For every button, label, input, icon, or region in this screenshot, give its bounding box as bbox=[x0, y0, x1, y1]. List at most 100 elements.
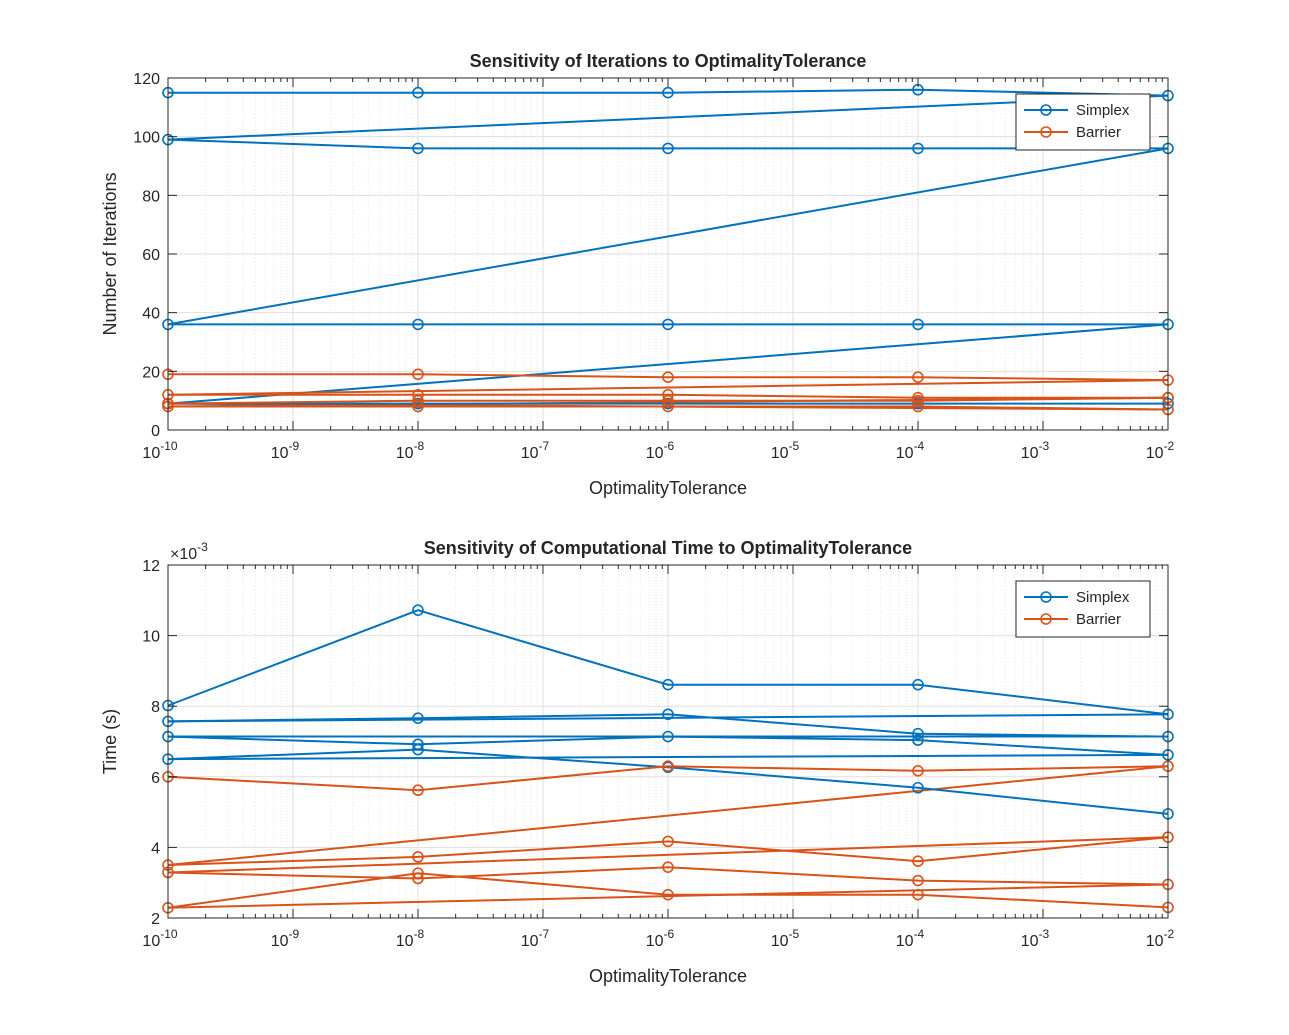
series-line-simplex bbox=[167, 609, 1169, 716]
data-point-simplex bbox=[912, 142, 924, 155]
legend-box bbox=[1015, 580, 1151, 638]
data-layer bbox=[162, 604, 1174, 914]
chart-panel: 10-10 10-9 10-8 10-7 10-6 10-5 10-4 10-3 10-2 2 4 6… bbox=[100, 538, 1175, 986]
data-point-barrier bbox=[912, 888, 924, 901]
data-point-barrier bbox=[412, 784, 424, 797]
series-line-barrier bbox=[167, 866, 1169, 886]
x-tick-label: 10-5 bbox=[771, 439, 800, 462]
y-axis-label: Time (s) bbox=[100, 709, 120, 774]
y-tick-label: 20 bbox=[142, 364, 160, 381]
series-line-barrier bbox=[167, 765, 1169, 792]
series-line-simplex bbox=[167, 138, 1168, 150]
legend-marker-simplex bbox=[1040, 104, 1052, 116]
data-point-simplex bbox=[662, 730, 674, 743]
data-point-simplex bbox=[412, 604, 424, 616]
series-line-simplex bbox=[167, 748, 1169, 815]
legend-label-simplex: Simplex bbox=[1076, 589, 1130, 606]
y-tick-label: 4 bbox=[151, 840, 160, 857]
legend: Simplex Barrier bbox=[1015, 93, 1151, 151]
y-tick-label: 100 bbox=[133, 130, 160, 147]
y-tick-label: 2 bbox=[151, 911, 160, 928]
x-tick-label: 10-4 bbox=[896, 927, 925, 950]
y-axis-label: Number of Iterations bbox=[100, 172, 120, 335]
legend: Simplex Barrier bbox=[1015, 580, 1151, 638]
data-point-barrier bbox=[912, 371, 924, 384]
data-point-simplex bbox=[412, 86, 424, 99]
series-line-barrier bbox=[167, 836, 1169, 866]
data-point-simplex bbox=[662, 86, 674, 99]
legend-label-barrier: Barrier bbox=[1076, 611, 1121, 628]
x-tick-label: 10-8 bbox=[396, 439, 425, 462]
series-line-barrier bbox=[168, 393, 1168, 399]
x-tick-label: 10-7 bbox=[521, 927, 550, 950]
y-tick-label: 10 bbox=[142, 629, 160, 646]
data-point-simplex bbox=[662, 142, 674, 155]
data-point-simplex bbox=[912, 318, 924, 331]
series-connector bbox=[167, 379, 1169, 396]
data-point-simplex bbox=[912, 678, 924, 691]
data-point-simplex bbox=[412, 318, 424, 331]
legend-marker-barrier bbox=[1040, 126, 1052, 138]
y-tick-label: 60 bbox=[142, 247, 160, 264]
y-tick-label: 80 bbox=[142, 188, 160, 205]
y-tick-label: 6 bbox=[151, 770, 160, 787]
data-point-barrier bbox=[662, 861, 674, 873]
y-tick-label: 0 bbox=[151, 423, 160, 440]
series-connector bbox=[167, 94, 1169, 141]
x-tick-label: 10-4 bbox=[896, 439, 925, 462]
legend-marker-barrier bbox=[1040, 613, 1052, 625]
legend-box bbox=[1015, 93, 1151, 151]
data-point-barrier bbox=[412, 867, 424, 879]
series-connector bbox=[167, 765, 1169, 867]
series-connector bbox=[167, 323, 1169, 405]
x-tick-label: 10-6 bbox=[646, 927, 675, 950]
x-tick-label: 10-2 bbox=[1146, 439, 1175, 462]
data-point-barrier bbox=[662, 760, 674, 773]
series-connector bbox=[167, 883, 1169, 909]
data-point-barrier bbox=[662, 835, 674, 848]
series-line-barrier bbox=[167, 872, 1169, 909]
data-point-simplex bbox=[912, 734, 924, 746]
series-line-barrier bbox=[167, 396, 1169, 405]
data-point-simplex bbox=[412, 743, 424, 756]
data-point-simplex bbox=[912, 781, 924, 794]
series-line-simplex bbox=[167, 735, 1169, 756]
legend-label-simplex: Simplex bbox=[1076, 102, 1130, 119]
y-tick-label: 8 bbox=[151, 699, 160, 716]
legend-marker-simplex bbox=[1040, 591, 1052, 603]
series-connector bbox=[167, 836, 1169, 874]
x-tick-label: 10-3 bbox=[1021, 927, 1050, 950]
series-connector bbox=[167, 753, 1169, 761]
x-tick-label: 10-8 bbox=[396, 927, 425, 950]
series-line-barrier bbox=[168, 405, 1169, 411]
data-point-simplex bbox=[662, 318, 674, 331]
x-tick-label: 10-5 bbox=[771, 927, 800, 950]
series-line-simplex bbox=[168, 88, 1169, 97]
chart-panel: 10-10 10-9 10-8 10-7 10-6 10-5 10-4 10-3 10-2 0 20… bbox=[100, 51, 1175, 498]
x-tick-label: 10-10 bbox=[142, 439, 177, 462]
axes: 10-10 10-9 10-8 10-7 10-6 10-5 10-4 10-3 10-2 2 4 6… bbox=[142, 540, 1174, 950]
data-point-barrier bbox=[662, 888, 674, 901]
x-tick-label: 10-7 bbox=[521, 439, 550, 462]
data-point-barrier bbox=[912, 394, 924, 407]
series-connector bbox=[167, 147, 1169, 326]
x-axis-label: OptimalityTolerance bbox=[589, 966, 747, 986]
data-point-barrier bbox=[412, 394, 424, 407]
data-point-barrier bbox=[412, 851, 424, 863]
data-point-barrier bbox=[912, 874, 924, 887]
data-point-barrier bbox=[662, 371, 674, 384]
data-point-barrier bbox=[912, 855, 924, 867]
data-point-barrier bbox=[412, 368, 424, 381]
x-tick-label: 10-3 bbox=[1021, 439, 1050, 462]
data-point-barrier bbox=[662, 394, 674, 407]
y-tick-label: 40 bbox=[142, 306, 160, 323]
data-point-simplex bbox=[412, 142, 424, 155]
series-line-barrier bbox=[168, 373, 1169, 382]
x-tick-label: 10-6 bbox=[646, 439, 675, 462]
x-tick-label: 10-10 bbox=[142, 927, 177, 950]
data-point-simplex bbox=[912, 727, 924, 740]
x-tick-label: 10-9 bbox=[271, 927, 300, 950]
x-tick-label: 10-2 bbox=[1146, 927, 1175, 950]
